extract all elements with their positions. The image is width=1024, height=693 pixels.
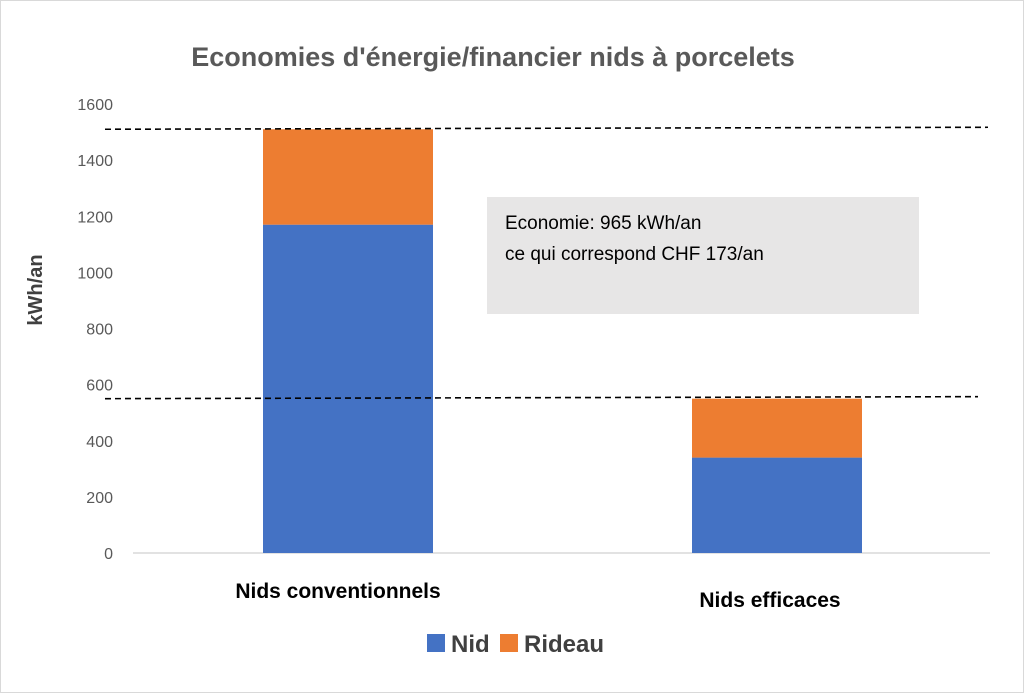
y-tick-label: 1000	[77, 265, 113, 282]
reference-lines	[104, 126, 989, 400]
bar-rideau-1	[263, 129, 433, 225]
y-tick-label: 1200	[77, 209, 113, 226]
bar-nid-2	[692, 457, 862, 553]
reference-line-2	[104, 395, 979, 400]
y-axis-label: kWh/an	[25, 254, 47, 325]
y-tick-label: 400	[86, 434, 113, 451]
annotation-line-2: ce qui correspond CHF 173/an	[505, 244, 764, 265]
annotation-line-1: Economie: 965 kWh/an	[505, 213, 701, 234]
bar-rideau-2	[692, 398, 862, 458]
y-tick-label: 600	[86, 378, 113, 395]
y-tick-label: 1600	[77, 97, 113, 114]
legend-swatch-nid	[427, 634, 445, 652]
legend-label-rideau: Rideau	[524, 631, 604, 658]
legend-swatch-rideau	[500, 634, 518, 652]
y-axis-ticks: 0 200 400 600 800 1000 1200 1400 1600	[77, 97, 113, 563]
y-tick-label: 800	[86, 322, 113, 339]
y-tick-label: 0	[104, 546, 113, 563]
y-tick-label: 1400	[77, 153, 113, 170]
category-label-1: Nids conventionnels	[235, 580, 440, 603]
category-label-2: Nids efficaces	[699, 589, 840, 612]
bar-nid-1	[263, 224, 433, 553]
reference-line-1	[104, 126, 989, 131]
legend-label-nid: Nid	[451, 631, 490, 658]
annotation-box	[487, 197, 919, 314]
bars-group	[263, 129, 862, 553]
y-tick-label: 200	[86, 490, 113, 507]
chart-title: Economies d'énergie/financier nids à por…	[191, 42, 795, 72]
